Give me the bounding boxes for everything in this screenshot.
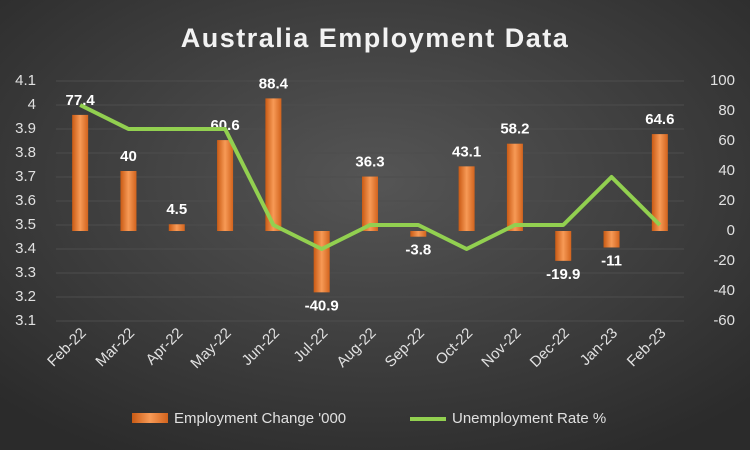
y-tick-label: 3.2	[15, 288, 36, 305]
bar	[362, 176, 378, 231]
y-tick-label: 3.8	[15, 144, 36, 161]
y2-tick-label: 40	[718, 162, 735, 179]
y2-tick-label: 20	[718, 192, 735, 209]
data-label: 58.2	[500, 121, 529, 138]
y2-tick-label: 0	[727, 222, 735, 239]
y2-tick-label: -60	[713, 312, 735, 329]
y-tick-label: 3.3	[15, 264, 36, 281]
data-label: -11	[601, 252, 622, 269]
bar	[168, 224, 185, 231]
bar	[313, 231, 330, 293]
y-tick-label: 3.9	[15, 120, 36, 137]
data-label: 36.3	[355, 154, 384, 171]
data-label: 77.4	[66, 92, 96, 109]
data-label: -19.9	[546, 266, 580, 283]
bar	[120, 171, 137, 231]
legend-label: Unemployment Rate %	[452, 410, 606, 427]
legend: Employment Change '000 Unemployment Rate…	[132, 410, 606, 427]
data-label: 88.4	[259, 75, 289, 92]
y2-tick-label: -40	[713, 282, 735, 299]
bar	[458, 166, 475, 231]
legend-swatch	[132, 413, 168, 423]
data-label: 4.5	[166, 201, 187, 218]
bar	[603, 231, 620, 248]
y-tick-label: 3.4	[15, 240, 36, 257]
data-label: -40.9	[305, 297, 339, 314]
data-label: 64.6	[645, 111, 674, 128]
y2-tick-label: 100	[710, 72, 735, 89]
chart-title: Australia Employment Data	[181, 23, 570, 53]
y-tick-label: 4.1	[15, 72, 36, 89]
y2-tick-label: 80	[718, 102, 735, 119]
bar	[410, 231, 427, 237]
legend-label: Employment Change '000	[174, 410, 346, 427]
bar	[506, 143, 523, 231]
line	[79, 103, 662, 251]
y2-tick-label: 60	[718, 132, 735, 149]
y2-tick-label: -20	[713, 252, 735, 269]
bar	[217, 140, 234, 231]
data-label: -3.8	[405, 242, 431, 259]
bar	[651, 134, 668, 231]
y-tick-label: 3.1	[15, 312, 36, 329]
data-label: 40	[120, 148, 137, 165]
y-tick-label: 3.5	[15, 216, 36, 233]
y-tick-label: 3.7	[15, 168, 36, 185]
data-label: 43.1	[452, 143, 481, 160]
bar	[265, 98, 282, 232]
bar	[555, 231, 572, 261]
bar	[72, 114, 89, 231]
y-tick-label: 3.6	[15, 192, 36, 209]
y-tick-label: 4	[28, 96, 36, 113]
